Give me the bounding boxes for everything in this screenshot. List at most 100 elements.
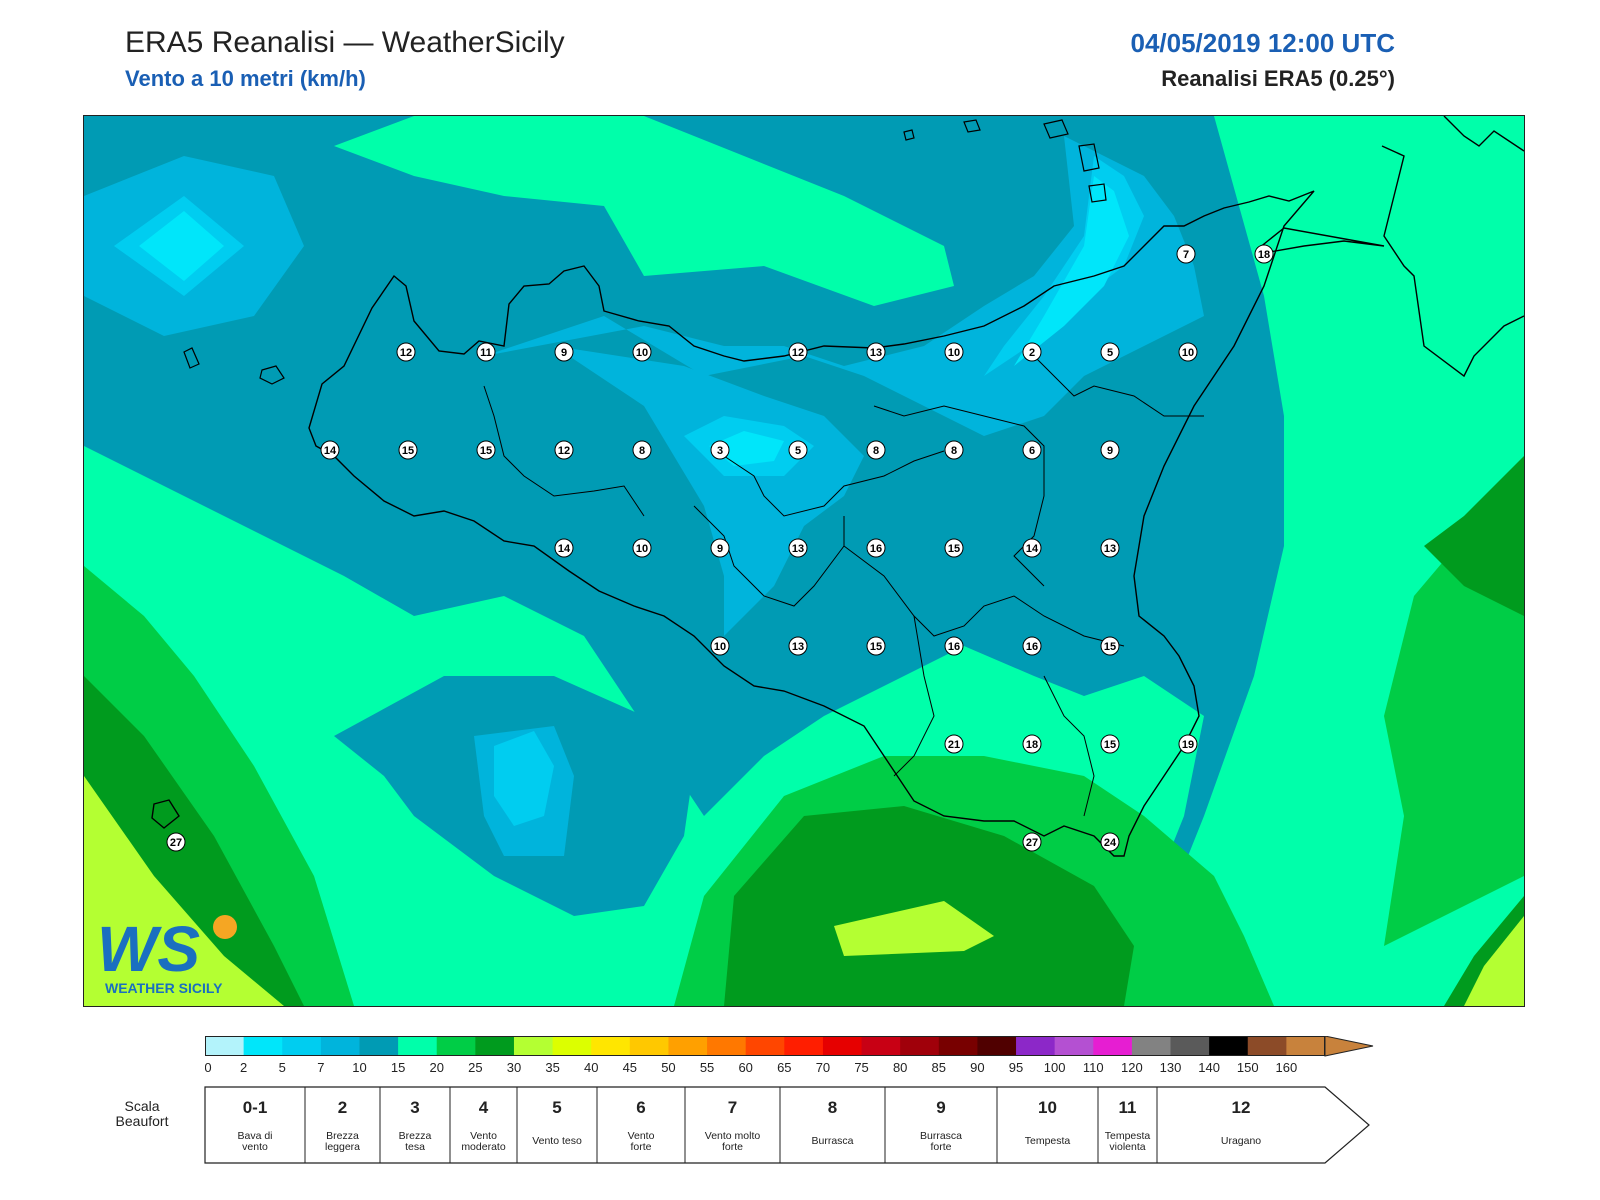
- wind-map: 7 18 12 11 9 10 12 13 10 2 5 10 14 15 15 12 8 3 5 8 8 6 9 14 10 9…: [83, 115, 1525, 1007]
- colorbar-tick-label: 75: [854, 1060, 868, 1075]
- station-value: 3: [717, 445, 723, 457]
- station-value: 5: [1107, 347, 1113, 359]
- station-marker: 8: [866, 440, 886, 460]
- wind-band-2-5-nw: [139, 211, 224, 281]
- colorbar-tick-label: 30: [507, 1060, 521, 1075]
- colorbar-tick-label: 160: [1276, 1060, 1298, 1075]
- colorbar-swatch: [938, 1036, 978, 1056]
- beaufort-label-line1: Scala: [124, 1098, 159, 1114]
- colorbar-swatch: [513, 1036, 554, 1056]
- logo-text: WEATHER SICILY: [105, 980, 223, 996]
- station-marker: 16: [1022, 636, 1042, 656]
- station-marker: 3: [710, 440, 730, 460]
- station-value: 15: [1104, 739, 1116, 751]
- beaufort-description: Vento teso: [532, 1135, 582, 1147]
- station-marker: 9: [710, 538, 730, 558]
- beaufort-description: forte: [630, 1141, 651, 1153]
- station-circle: [554, 440, 574, 460]
- colorbar-tick-label: 15: [391, 1060, 405, 1075]
- station-circle: [866, 440, 886, 460]
- station-circle: [1022, 342, 1042, 362]
- wind-band-15-20-north: [334, 116, 954, 306]
- beaufort-description: Bava di: [237, 1130, 272, 1142]
- colorbar-tick-label: 0: [205, 1060, 212, 1075]
- beaufort-description: leggera: [325, 1141, 360, 1153]
- province-border: [843, 545, 1125, 647]
- station-marker: 13: [1100, 538, 1120, 558]
- station-circle: [1022, 636, 1042, 656]
- colorbar-swatch: [1286, 1036, 1325, 1056]
- island-vulcano: [1088, 183, 1107, 203]
- colorbar-swatch: [359, 1036, 399, 1056]
- station-marker: 27: [1022, 832, 1042, 852]
- station-circle: [866, 342, 886, 362]
- station-marker: 18: [1254, 244, 1274, 264]
- station-marker: 2: [1022, 342, 1042, 362]
- wind-band-5-7-sea: [494, 731, 554, 826]
- station-value: 10: [636, 543, 648, 555]
- station-value: 13: [870, 347, 882, 359]
- station-value: 10: [636, 347, 648, 359]
- beaufort-description: tesa: [405, 1141, 425, 1153]
- sicily-coastline: [308, 190, 1315, 857]
- station-marker: 9: [1100, 440, 1120, 460]
- station-marker: 11: [476, 342, 496, 362]
- station-marker: 12: [788, 342, 808, 362]
- beaufort-description: Vento: [470, 1130, 497, 1142]
- station-marker: 15: [476, 440, 496, 460]
- station-marker: 10: [710, 636, 730, 656]
- province-border: [723, 450, 945, 517]
- station-marker: 15: [866, 636, 886, 656]
- station-marker: 8: [632, 440, 652, 460]
- colorbar-tick-label: 2: [240, 1060, 247, 1075]
- station-circle: [396, 342, 416, 362]
- beaufort-number: 11: [1119, 1098, 1137, 1117]
- wind-band-2-5-ne: [1014, 176, 1129, 366]
- station-circle: [1178, 734, 1198, 754]
- colorbar-swatch: [822, 1036, 863, 1056]
- beaufort-description: vento: [242, 1141, 268, 1153]
- beaufort-number: 10: [1038, 1098, 1057, 1117]
- colorbar-tick-label: 100: [1044, 1060, 1066, 1075]
- source-label: Reanalisi ERA5 (0.25°): [1161, 66, 1395, 91]
- colorbar-swatch: [1016, 1036, 1056, 1056]
- calabria-north-coastline: [1443, 116, 1524, 152]
- colorbar-frame: [205, 1036, 1325, 1056]
- colorbar-swatch: [1209, 1036, 1249, 1056]
- station-circle: [788, 342, 808, 362]
- station-value: 15: [870, 641, 882, 653]
- datetime-label: 04/05/2019 12:00 UTC: [1130, 28, 1395, 58]
- beaufort-description: moderato: [461, 1141, 506, 1153]
- station-circle: [320, 440, 340, 460]
- colorbar-tick-label: 130: [1160, 1060, 1182, 1075]
- colorbar-tick-label: 50: [661, 1060, 675, 1075]
- province-border: [893, 615, 935, 777]
- station-circle: [710, 636, 730, 656]
- station-circle: [866, 636, 886, 656]
- station-value: 14: [324, 445, 337, 457]
- colorbar-swatch: [475, 1036, 515, 1056]
- colorbar-tick-label: 150: [1237, 1060, 1259, 1075]
- station-value: 2: [1029, 347, 1035, 359]
- colorbar-swatch: [977, 1036, 1017, 1056]
- beaufort-description: Uragano: [1221, 1135, 1261, 1147]
- station-marker: 5: [788, 440, 808, 460]
- station-value: 9: [717, 543, 723, 555]
- station-circle: [788, 440, 808, 460]
- station-value: 9: [561, 347, 567, 359]
- colorbar-tick-label: 10: [352, 1060, 366, 1075]
- beaufort-description: violenta: [1109, 1141, 1145, 1153]
- colorbar-tick-label: 65: [777, 1060, 791, 1075]
- station-circle: [1254, 244, 1274, 264]
- station-markers: 7 18 12 11 9 10 12 13 10 2 5 10 14 15 15 12 8 3 5 8 8 6 9 14 10 9…: [166, 244, 1274, 852]
- beaufort-description: forte: [722, 1141, 743, 1153]
- station-marker: 15: [944, 538, 964, 558]
- wind-band-7-10-north: [484, 136, 1204, 436]
- beaufort-number: 8: [828, 1098, 837, 1117]
- station-marker: 14: [554, 538, 574, 558]
- station-circle: [788, 636, 808, 656]
- beaufort-description: Brezza: [326, 1130, 359, 1142]
- colorbar-swatch: [861, 1036, 901, 1056]
- station-circle: [632, 538, 652, 558]
- colorbar-swatch: [591, 1036, 631, 1056]
